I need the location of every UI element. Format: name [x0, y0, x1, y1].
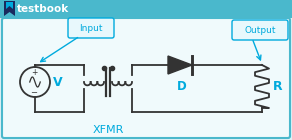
FancyBboxPatch shape	[68, 18, 114, 38]
FancyBboxPatch shape	[232, 20, 288, 40]
Polygon shape	[168, 56, 192, 74]
Bar	[0, 0, 292, 18]
Polygon shape	[6, 2, 13, 9]
Text: Input: Input	[79, 24, 103, 32]
Text: Output: Output	[244, 25, 276, 34]
Polygon shape	[4, 1, 15, 16]
Text: −: −	[30, 88, 37, 97]
Text: D: D	[177, 80, 187, 93]
Text: +: +	[31, 67, 37, 76]
Text: testbook: testbook	[17, 4, 69, 14]
Text: XFMR: XFMR	[92, 125, 124, 135]
Text: R: R	[273, 80, 283, 93]
FancyBboxPatch shape	[2, 18, 290, 138]
Text: V: V	[53, 75, 62, 88]
